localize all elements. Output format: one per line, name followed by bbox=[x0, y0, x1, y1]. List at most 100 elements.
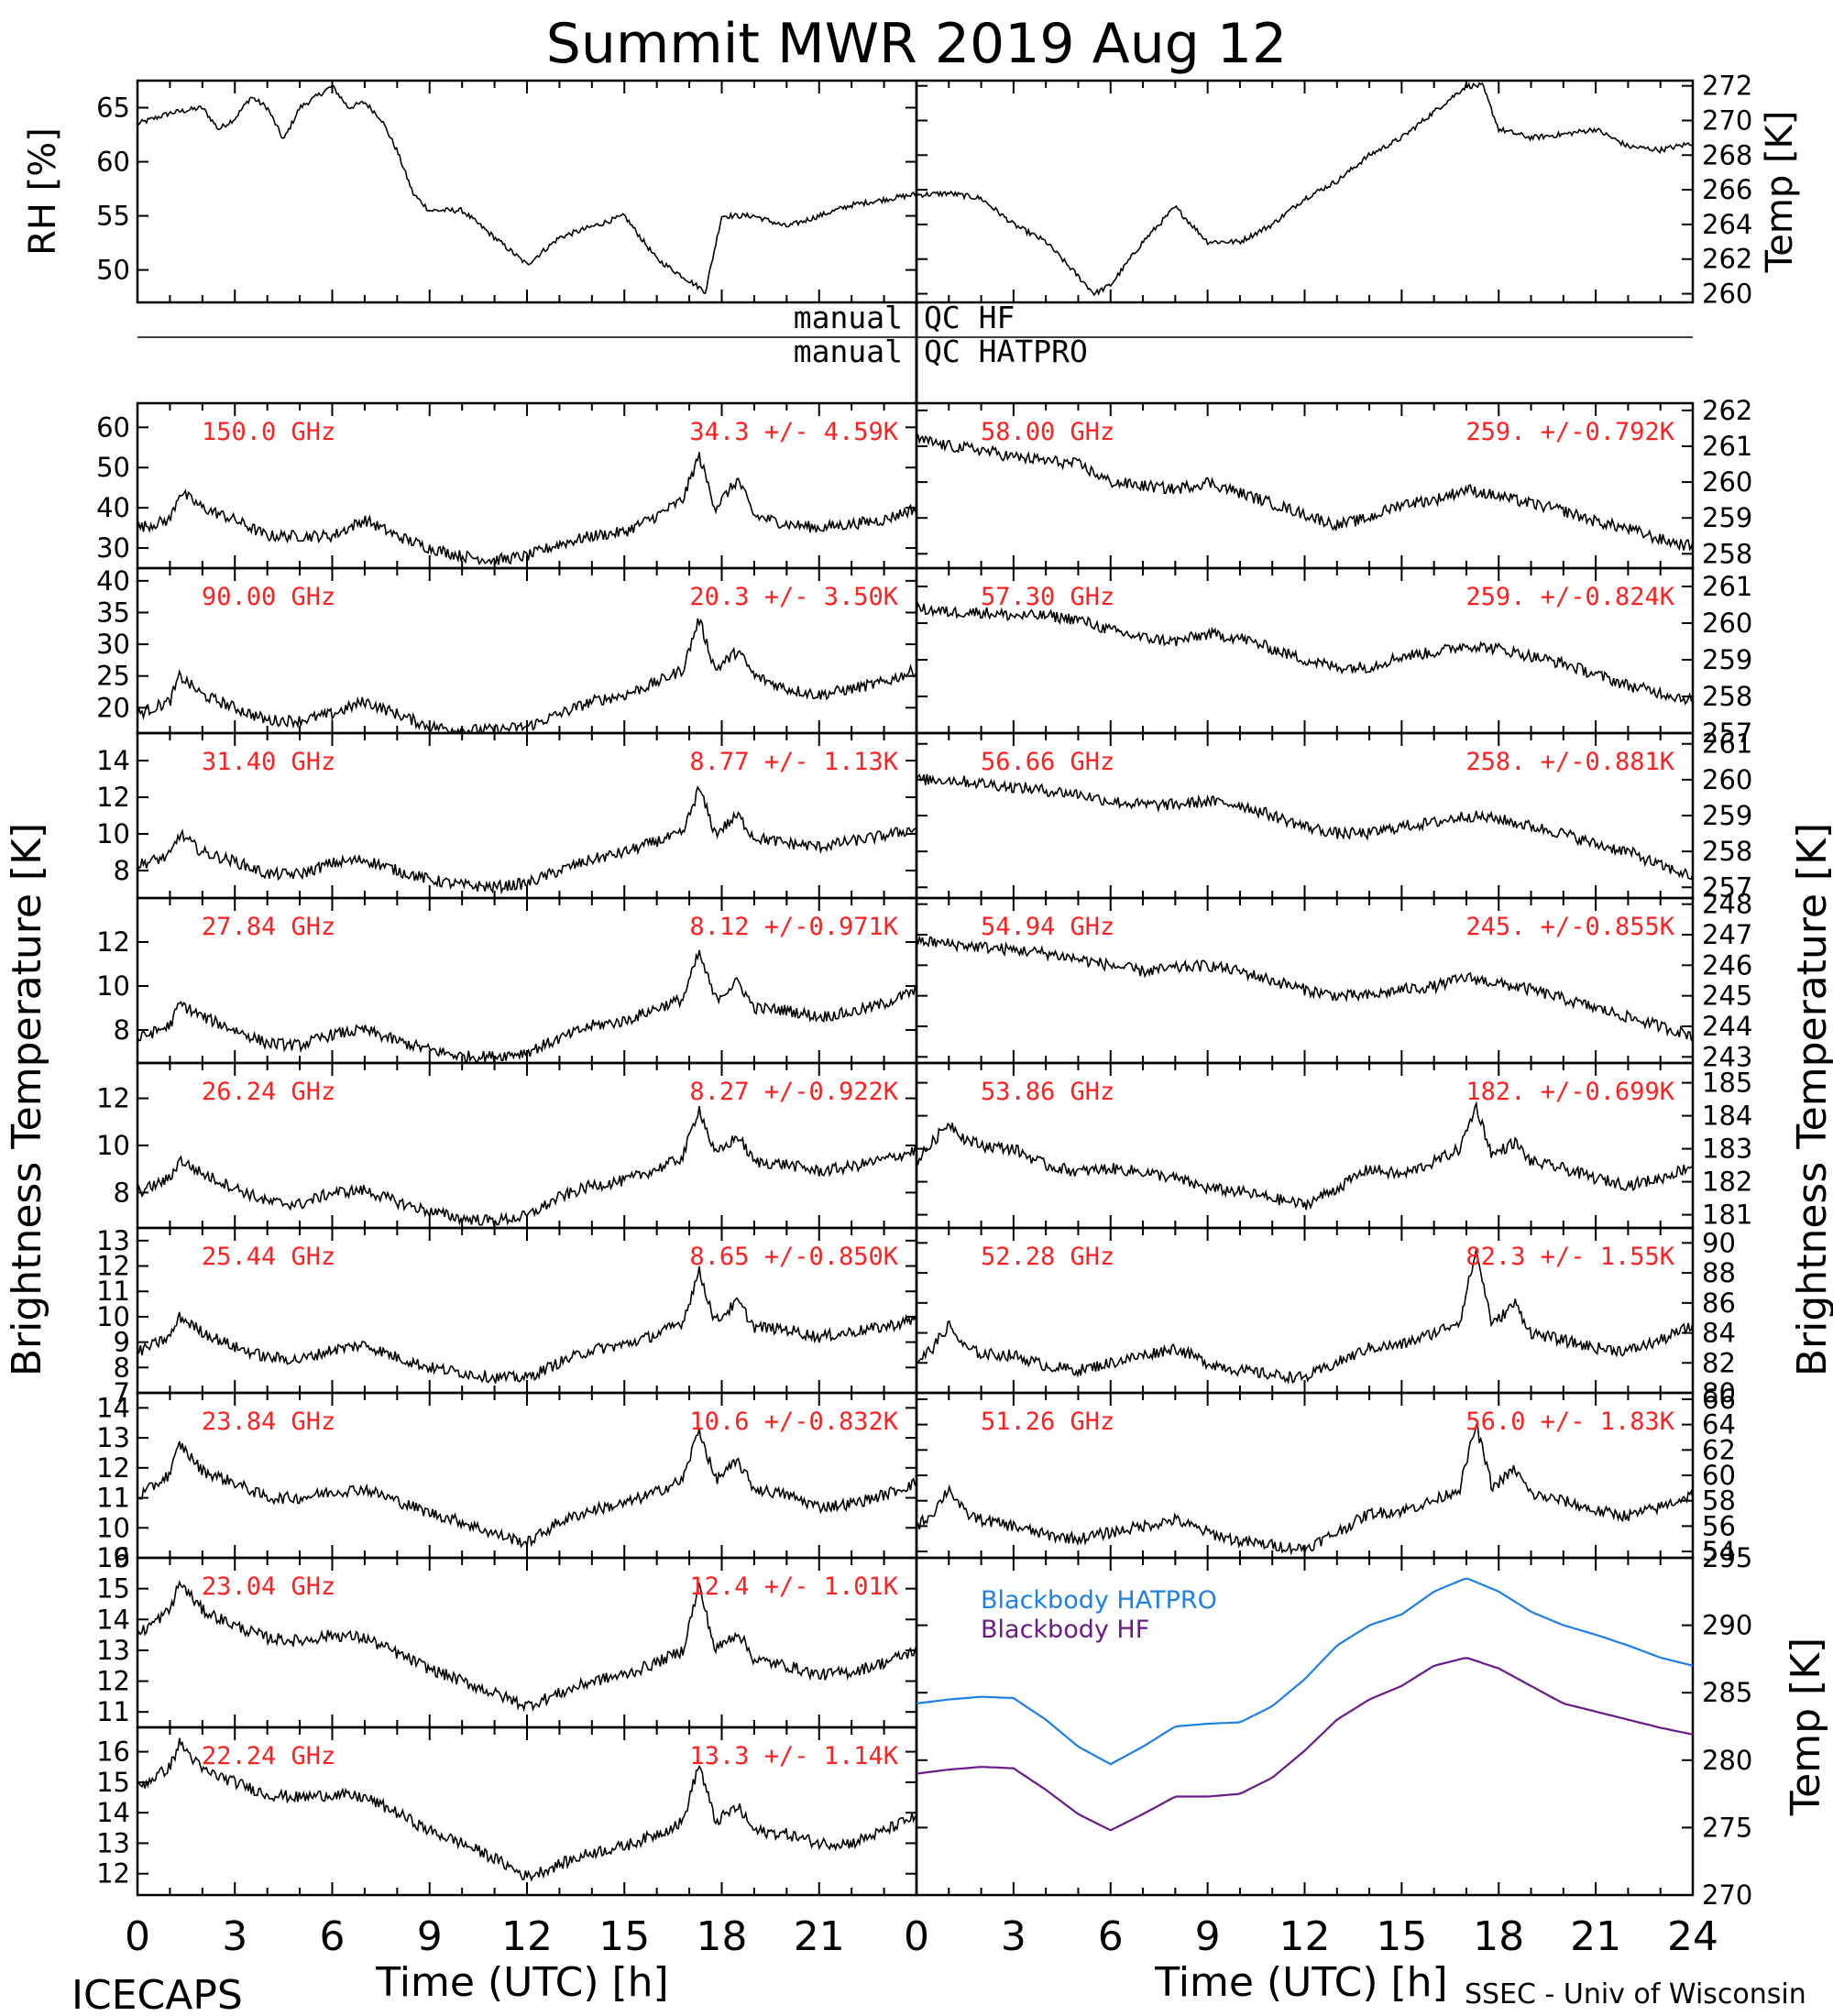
x-tick-label: 9 bbox=[417, 1913, 443, 1960]
y-tick-label: 290 bbox=[1702, 1610, 1752, 1641]
y-tick-label: 11 bbox=[96, 1276, 130, 1307]
y-tick-label: 40 bbox=[96, 565, 130, 597]
series-line-f2544 bbox=[137, 1265, 917, 1384]
series-line-f5494 bbox=[916, 935, 1694, 1042]
y-tick-label: 66 bbox=[1702, 1384, 1736, 1415]
y-tick-label: 260 bbox=[1702, 466, 1752, 498]
y-axis-label-rh: RH [%] bbox=[22, 127, 64, 256]
freq-label: 27.84 GHz bbox=[202, 913, 335, 941]
y-tick-label: 295 bbox=[1702, 1542, 1752, 1573]
y-tick-label: 30 bbox=[96, 532, 130, 564]
y-tick-label: 80 bbox=[1702, 1377, 1736, 1408]
y-tick-label: 248 bbox=[1702, 889, 1752, 920]
series-line-temp bbox=[916, 82, 1694, 297]
y-tick-label: 14 bbox=[96, 1392, 130, 1423]
x-tick-label: 0 bbox=[125, 1913, 150, 1960]
series-line-f5126 bbox=[916, 1423, 1694, 1557]
y-tick-label: 13 bbox=[96, 1422, 130, 1453]
panel-f5666: 257 258 259 260 261 56.66 GHz 258. +/-0.881K bbox=[915, 729, 1752, 903]
y-tick-label: 12 bbox=[96, 1083, 130, 1114]
x-tick-label: 6 bbox=[320, 1913, 346, 1960]
y-tick-label: 258 bbox=[1702, 836, 1752, 867]
y-axis-label-temp: Temp [K] bbox=[1759, 111, 1801, 274]
y-tick-label: 12 bbox=[96, 1452, 130, 1484]
y-tick-label: 60 bbox=[96, 147, 130, 178]
y-tick-label: 243 bbox=[1702, 1041, 1752, 1072]
series-line-f150 bbox=[137, 452, 917, 565]
x-tick-label: 9 bbox=[1195, 1913, 1221, 1960]
freq-label: 150.0 GHz bbox=[202, 418, 335, 446]
y-tick-label: 182 bbox=[1702, 1167, 1752, 1198]
y-tick-label: 20 bbox=[96, 692, 130, 723]
y-tick-label: 246 bbox=[1702, 949, 1752, 981]
series-line-f2304 bbox=[137, 1579, 917, 1713]
stat-label: 20.3 +/- 3.50K bbox=[689, 583, 898, 611]
y-tick-label: 260 bbox=[1702, 279, 1752, 310]
y-tick-label: 50 bbox=[96, 452, 130, 483]
series-line-f2624 bbox=[137, 1105, 917, 1229]
freq-label: 22.24 GHz bbox=[202, 1742, 335, 1770]
y-tick-label: 266 bbox=[1702, 174, 1752, 205]
x-tick-label: 24 bbox=[1667, 1913, 1718, 1960]
y-tick-label: 259 bbox=[1702, 800, 1752, 831]
panel-f5800: 258 259 260 261 262 58.00 GHz 259. +/-0.792K bbox=[915, 395, 1752, 569]
y-tick-label: 183 bbox=[1702, 1134, 1752, 1165]
y-tick-label: 259 bbox=[1702, 502, 1752, 533]
series-line-f5730 bbox=[916, 601, 1693, 706]
y-tick-label: 184 bbox=[1702, 1101, 1752, 1132]
stat-label: 56.0 +/- 1.83K bbox=[1465, 1408, 1674, 1436]
stat-label: 8.12 +/-0.971K bbox=[689, 913, 898, 941]
y-tick-label: 11 bbox=[96, 1696, 130, 1727]
y-tick-label: 247 bbox=[1702, 919, 1752, 950]
y-tick-label: 12 bbox=[96, 1251, 130, 1282]
y-tick-label: 245 bbox=[1702, 981, 1752, 1012]
y-tick-label: 58 bbox=[1702, 1485, 1736, 1517]
x-axis-label-left: Time (UTC) [h] bbox=[375, 1959, 668, 2006]
freq-label: 90.00 GHz bbox=[202, 583, 335, 611]
y-tick-label: 82 bbox=[1702, 1347, 1736, 1378]
y-tick-label: 10 bbox=[96, 1130, 130, 1161]
y-tick-label: 8 bbox=[114, 1014, 130, 1046]
series-line-f5386 bbox=[916, 1101, 1694, 1211]
series-line-blackbody-hf bbox=[916, 1657, 1694, 1832]
stat-label: 258. +/-0.881K bbox=[1465, 748, 1674, 776]
y-tick-label: 35 bbox=[96, 597, 130, 628]
y-tick-label: 14 bbox=[96, 745, 130, 776]
y-tick-label: 9 bbox=[114, 1327, 130, 1358]
series-line-f2224 bbox=[137, 1737, 917, 1882]
y-tick-label: 54 bbox=[1702, 1536, 1736, 1567]
series-line-f5800 bbox=[916, 433, 1694, 553]
y-tick-label: 270 bbox=[1702, 104, 1752, 136]
y-tick-label: 25 bbox=[96, 661, 130, 692]
x-tick-label: 21 bbox=[1570, 1913, 1621, 1960]
x-tick-label: 0 bbox=[904, 1913, 929, 1960]
series-line-f9000 bbox=[137, 618, 917, 736]
qc-hatpro-label-left: manual bbox=[794, 334, 903, 369]
stat-label: 34.3 +/- 4.59K bbox=[689, 418, 898, 446]
legend-entry: Blackbody HF bbox=[981, 1616, 1149, 1644]
y-axis-label-right: Brightness Temperature [K] bbox=[1789, 823, 1833, 1376]
footer-right: SSEC - Univ of Wisconsin bbox=[1465, 1978, 1806, 2011]
x-tick-label: 12 bbox=[1279, 1913, 1331, 1960]
series-line-f2784 bbox=[137, 949, 917, 1064]
y-tick-label: 50 bbox=[96, 255, 130, 286]
y-tick-label: 10 bbox=[96, 1512, 130, 1543]
y-tick-label: 285 bbox=[1702, 1677, 1752, 1708]
y-tick-label: 15 bbox=[96, 1573, 130, 1605]
freq-label: 57.30 GHz bbox=[981, 583, 1114, 611]
x-tick-label: 15 bbox=[1376, 1913, 1427, 1960]
panel-frame bbox=[915, 79, 1695, 304]
y-tick-label: 261 bbox=[1702, 431, 1752, 462]
y-tick-label: 12 bbox=[96, 926, 130, 958]
panel-f3140: 8 10 12 14 31.40 GHz 8.77 +/- 1.13K bbox=[96, 731, 918, 900]
y-tick-label: 262 bbox=[1702, 395, 1752, 426]
y-tick-label: 12 bbox=[96, 1666, 130, 1697]
y-tick-label: 13 bbox=[96, 1225, 130, 1256]
y-tick-label: 272 bbox=[1702, 71, 1752, 102]
stat-label: 12.4 +/- 1.01K bbox=[689, 1572, 898, 1601]
